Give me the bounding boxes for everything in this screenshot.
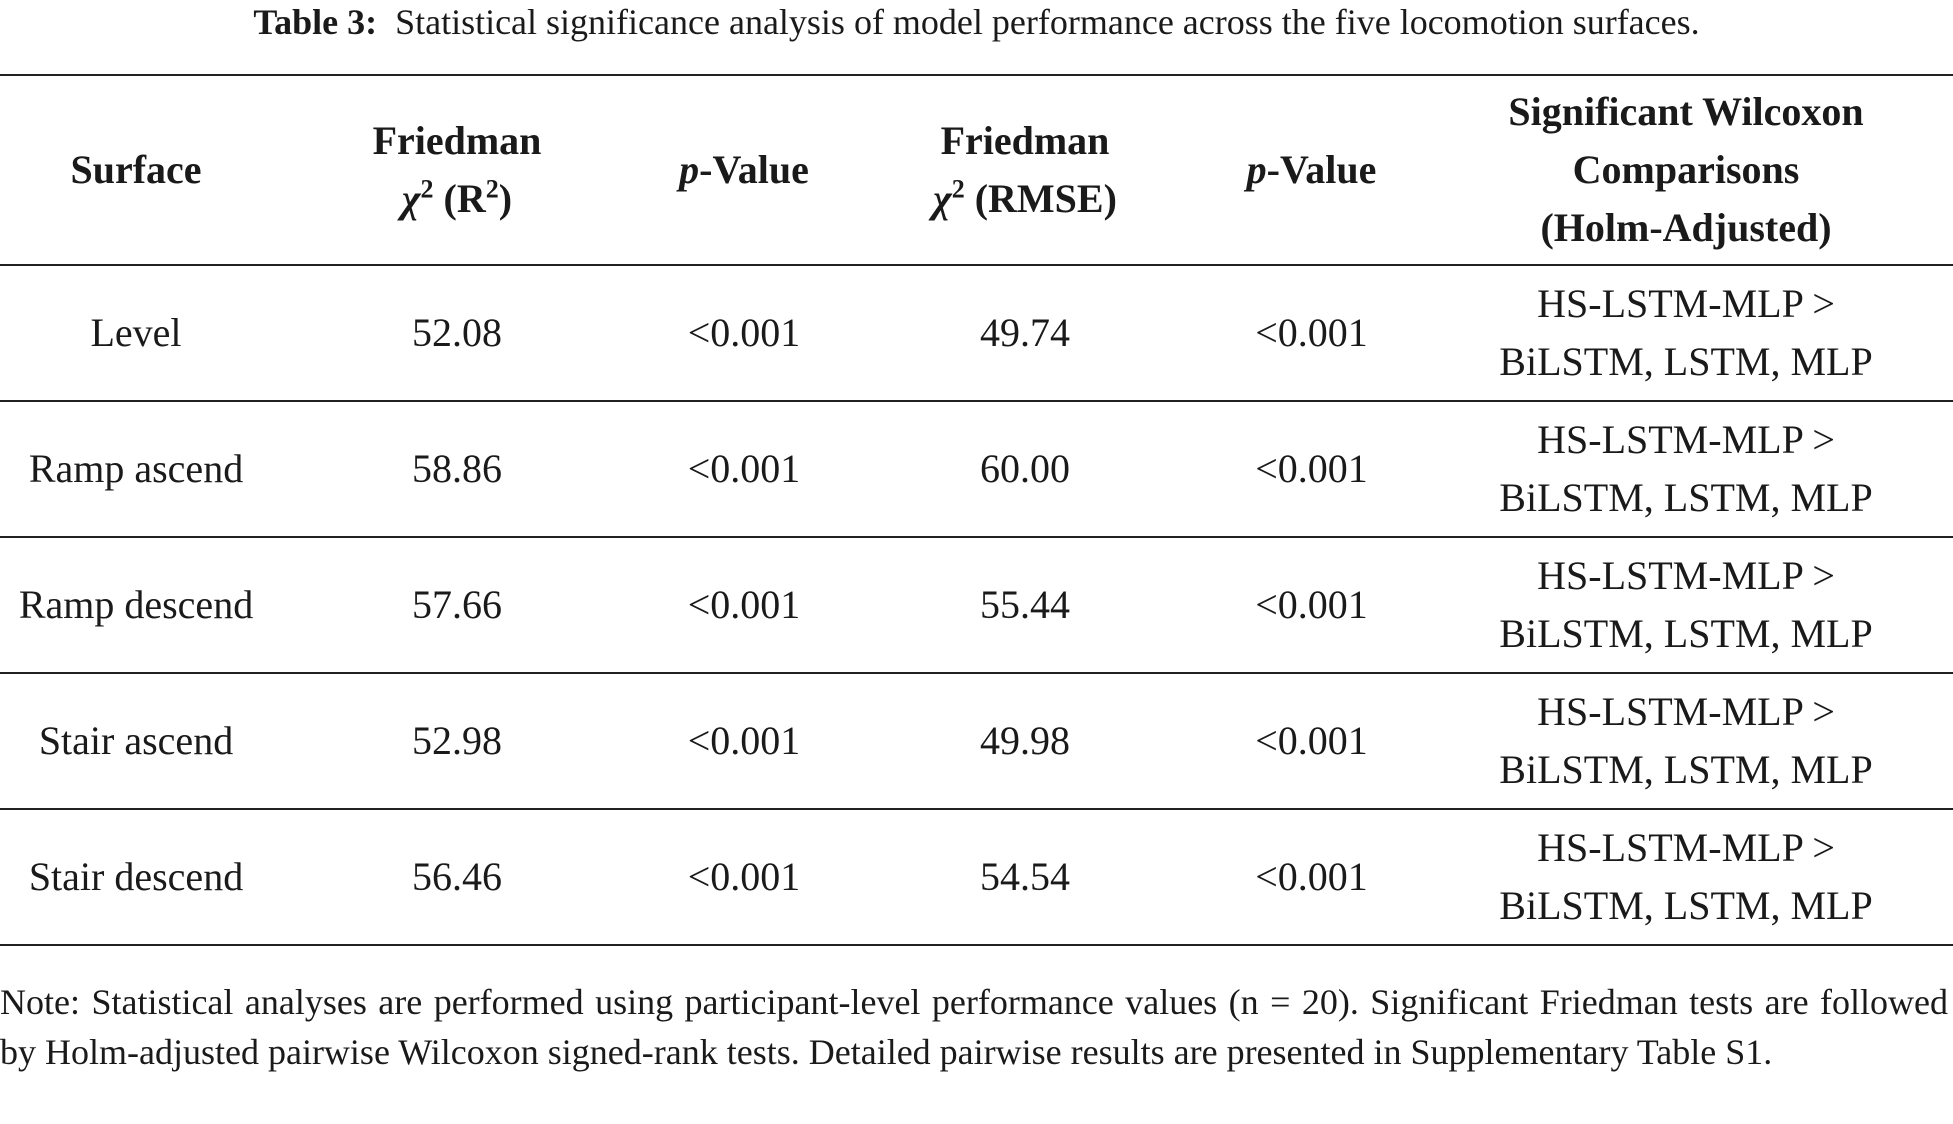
cell-surface: Stair descend [28, 854, 244, 899]
cell-chi-rmse: 49.98 [980, 718, 1070, 763]
table-note: Note: Statistical analyses are performed… [0, 982, 1948, 1072]
header-row: Surface Friedman χ2 (R2) p-Value Friedma… [0, 75, 1953, 265]
wilcoxon-line2: BiLSTM, LSTM, MLP [1499, 611, 1873, 656]
cell-chi-rmse: 60.00 [980, 446, 1070, 491]
statistics-table: Surface Friedman χ2 (R2) p-Value Friedma… [0, 74, 1953, 946]
table-row: Stair descend 56.46 <0.001 54.54 <0.001 … [0, 809, 1953, 945]
cell-chi-rmse: 49.74 [980, 310, 1070, 355]
cell-p-r2: <0.001 [687, 582, 801, 627]
caption-label: Table 3: [253, 2, 378, 42]
p-rest: -Value [699, 147, 809, 192]
header-friedman-r2-label: Friedman [372, 118, 542, 163]
cell-surface: Ramp ascend [28, 446, 244, 491]
p-rest: -Value [1266, 147, 1377, 192]
cell-chi-r2: 52.98 [412, 718, 502, 763]
header-friedman-rmse-label: Friedman [940, 118, 1110, 163]
chi-symbol: χ [933, 176, 952, 221]
cell-chi-r2: 58.86 [412, 446, 502, 491]
wilcoxon-line1: HS-LSTM-MLP > [1537, 281, 1835, 326]
cell-surface: Stair ascend [38, 718, 234, 763]
table-row: Ramp ascend 58.86 <0.001 60.00 <0.001 HS… [0, 401, 1953, 537]
cell-wilcoxon: HS-LSTM-MLP > BiLSTM, LSTM, MLP [1419, 265, 1953, 401]
p-italic: p [679, 147, 700, 192]
caption-text: Statistical significance analysis of mod… [395, 2, 1700, 42]
unit-rmse: (RMSE) [964, 176, 1117, 221]
cell-wilcoxon: HS-LSTM-MLP > BiLSTM, LSTM, MLP [1419, 537, 1953, 673]
wilcoxon-line2: BiLSTM, LSTM, MLP [1499, 475, 1873, 520]
unit-close: ) [498, 176, 513, 221]
cell-p-r2: <0.001 [687, 718, 801, 763]
wilcoxon-line1: HS-LSTM-MLP > [1537, 689, 1835, 734]
table-row: Ramp descend 57.66 <0.001 55.44 <0.001 H… [0, 537, 1953, 673]
cell-surface: Level [90, 310, 182, 355]
chi-symbol: χ [401, 176, 421, 221]
unit-superscript: 2 [485, 174, 499, 204]
cell-p-rmse: <0.001 [1255, 582, 1368, 627]
cell-p-r2: <0.001 [687, 854, 801, 899]
wilcoxon-line1: HS-LSTM-MLP > [1537, 553, 1835, 598]
cell-surface: Ramp descend [18, 582, 254, 627]
table-caption: Table 3: Statistical significance analys… [0, 0, 1953, 64]
header-p-value-r2: p-Value [642, 75, 846, 265]
chi-superscript: 2 [951, 174, 965, 204]
chi-superscript: 2 [420, 174, 434, 204]
cell-chi-r2: 57.66 [412, 582, 502, 627]
header-surface: Surface [70, 147, 202, 192]
cell-p-rmse: <0.001 [1255, 718, 1368, 763]
cell-chi-r2: 52.08 [412, 310, 502, 355]
wilcoxon-line2: BiLSTM, LSTM, MLP [1499, 339, 1873, 384]
table-body: Level 52.08 <0.001 49.74 <0.001 HS-LSTM-… [0, 265, 1953, 945]
cell-wilcoxon: HS-LSTM-MLP > BiLSTM, LSTM, MLP [1419, 401, 1953, 537]
wilcoxon-line1: HS-LSTM-MLP > [1537, 825, 1835, 870]
unit-open: (R [433, 176, 486, 221]
cell-wilcoxon: HS-LSTM-MLP > BiLSTM, LSTM, MLP [1419, 809, 1953, 945]
cell-p-r2: <0.001 [687, 310, 801, 355]
wilcoxon-line1: HS-LSTM-MLP > [1537, 417, 1835, 462]
table-row: Level 52.08 <0.001 49.74 <0.001 HS-LSTM-… [0, 265, 1953, 401]
wilcoxon-line2: BiLSTM, LSTM, MLP [1499, 883, 1873, 928]
cell-wilcoxon: HS-LSTM-MLP > BiLSTM, LSTM, MLP [1419, 673, 1953, 809]
table-row: Stair ascend 52.98 <0.001 49.98 <0.001 H… [0, 673, 1953, 809]
cell-p-rmse: <0.001 [1255, 310, 1368, 355]
header-wilcoxon-line1: Significant Wilcoxon [1508, 89, 1864, 134]
cell-p-r2: <0.001 [687, 446, 801, 491]
header-friedman-r2: Friedman χ2 (R2) [272, 75, 642, 265]
cell-chi-rmse: 54.54 [980, 854, 1070, 899]
wilcoxon-line2: BiLSTM, LSTM, MLP [1499, 747, 1873, 792]
cell-p-rmse: <0.001 [1255, 446, 1368, 491]
header-wilcoxon-line2: Comparisons [1572, 147, 1800, 192]
p-italic: p [1246, 147, 1267, 192]
header-wilcoxon-line3: (Holm-Adjusted) [1540, 205, 1832, 250]
cell-p-rmse: <0.001 [1255, 854, 1368, 899]
header-wilcoxon: Significant Wilcoxon Comparisons (Holm-A… [1419, 75, 1953, 265]
cell-chi-rmse: 55.44 [980, 582, 1070, 627]
header-friedman-rmse: Friedman χ2 (RMSE) [846, 75, 1204, 265]
cell-chi-r2: 56.46 [412, 854, 502, 899]
header-p-value-rmse: p-Value [1204, 75, 1419, 265]
table-header: Surface Friedman χ2 (R2) p-Value Friedma… [0, 75, 1953, 265]
